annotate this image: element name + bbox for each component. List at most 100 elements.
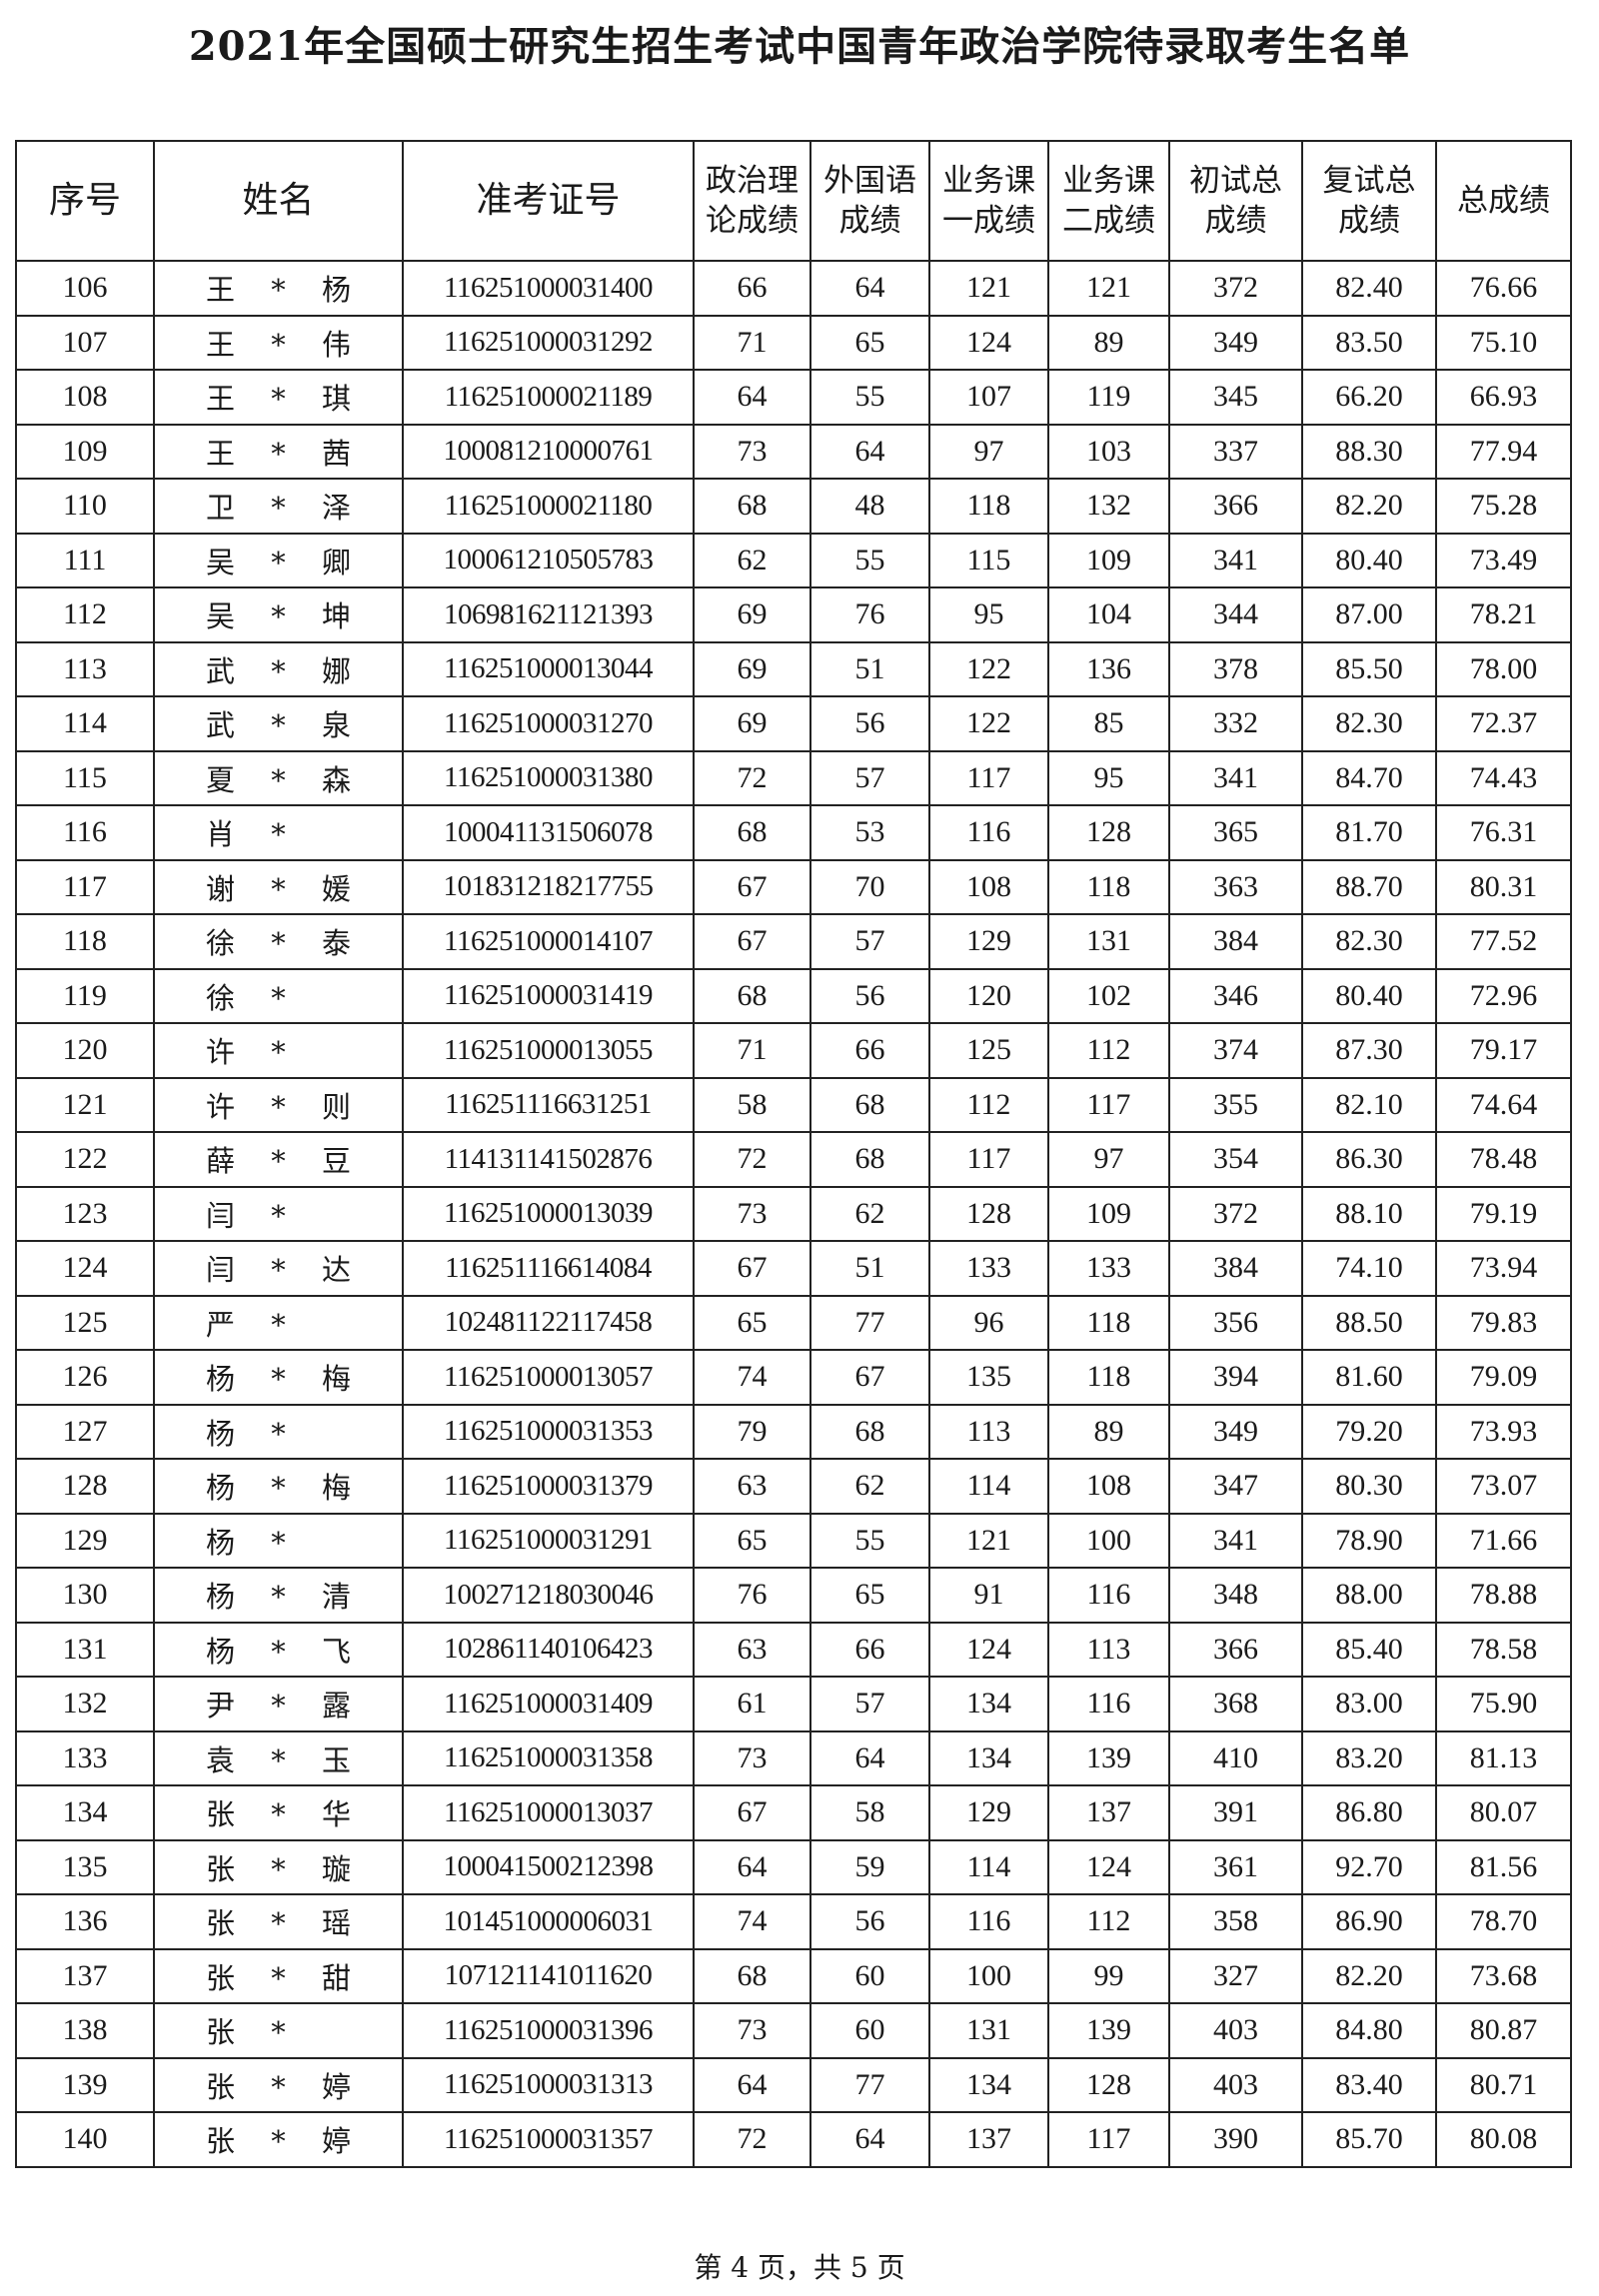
cell-retest-total: 83.40 [1301, 2056, 1437, 2113]
header-label: 总成绩 [1456, 183, 1550, 219]
cell-serial: 116 [15, 804, 155, 861]
table-header-row: 序号 姓名 准考证号 政治理论成绩 外国语成绩 业务课一成绩 业务课二成绩 初试总成绩 复试总成… [15, 140, 1572, 262]
name-char: * [271, 708, 286, 743]
cell-prelim-total: 337 [1168, 423, 1303, 480]
header-label: 政治理论成绩 [705, 163, 799, 239]
cell-prelim-total: 363 [1168, 858, 1303, 915]
page-title: 2021年全国硕士研究生招生考试中国青年政治学院待录取考生名单 [188, 23, 1411, 70]
table-row: 137 张 * 甜 107121141011620 68 60 100 99 327 82.20 73… [15, 1947, 1572, 2004]
name-char: * [271, 273, 286, 308]
cell-subject-2: 116 [1047, 1676, 1170, 1732]
cell-final-total: 80.87 [1435, 2002, 1572, 2059]
cell-serial: 125 [15, 1294, 155, 1351]
name-char: 武 [205, 653, 235, 688]
header-final-total: 总成绩 [1435, 140, 1572, 262]
cell-retest-total: 86.30 [1301, 1131, 1437, 1188]
cell-final-total: 76.66 [1435, 260, 1572, 317]
cell-subject-2: 112 [1047, 1022, 1170, 1079]
name-char: 杨 [321, 273, 351, 308]
cell-name: 尹 * 露 [153, 1676, 404, 1732]
name-text: 闫 * 达 [192, 1247, 366, 1289]
cell-name: 王 * 杨 [153, 260, 404, 317]
cell-politics: 68 [693, 804, 811, 861]
name-text: 杨 * 梅 [192, 1356, 366, 1398]
cell-prelim-total: 356 [1168, 1294, 1303, 1351]
cell-subject-1: 118 [928, 478, 1049, 535]
cell-final-total: 77.94 [1435, 423, 1572, 480]
cell-subject-2: 99 [1047, 1947, 1170, 2004]
table-row: 140 张 * 婷 116251000031357 72 64 137 117 390 85.70 8… [15, 2111, 1572, 2168]
name-char: 豆 [321, 1144, 351, 1179]
cell-name: 王 * 伟 [153, 314, 404, 371]
cell-politics: 74 [693, 1893, 811, 1950]
cell-name: 张 * 婷 [153, 2111, 404, 2168]
table-row: 123 闫 * 116251000013039 73 62 128 109 372 88.10 79… [15, 1185, 1572, 1242]
cell-politics: 65 [693, 1294, 811, 1351]
table-row: 113 武 * 娜 116251000013044 69 51 122 136 378 85.50 7… [15, 640, 1572, 697]
cell-final-total: 80.71 [1435, 2056, 1572, 2113]
cell-prelim-total: 349 [1168, 314, 1303, 371]
name-char: * [271, 1634, 286, 1669]
cell-subject-1: 134 [928, 1676, 1049, 1732]
cell-politics: 73 [693, 2002, 811, 2059]
cell-foreign-language: 64 [809, 1729, 930, 1786]
cell-exam-id: 116251000031380 [402, 749, 695, 806]
table-row: 126 杨 * 梅 116251000013057 74 67 135 118 394 81.60 7… [15, 1349, 1572, 1406]
cell-subject-1: 134 [928, 1729, 1049, 1786]
cell-final-total: 76.31 [1435, 804, 1572, 861]
cell-exam-id: 116251000014107 [402, 913, 695, 970]
cell-exam-id: 102481122117458 [402, 1294, 695, 1351]
cell-final-total: 78.48 [1435, 1131, 1572, 1188]
cell-final-total: 74.43 [1435, 749, 1572, 806]
name-char: 杨 [205, 1471, 235, 1506]
name-char: * [271, 545, 286, 579]
cell-serial: 114 [15, 695, 155, 752]
name-char: 杨 [205, 1525, 235, 1560]
cell-exam-id: 116251000013037 [402, 1784, 695, 1841]
cell-final-total: 66.93 [1435, 369, 1572, 426]
cell-serial: 106 [15, 260, 155, 317]
cell-foreign-language: 76 [809, 586, 930, 643]
cell-subject-2: 118 [1047, 1349, 1170, 1406]
cell-exam-id: 116251000031357 [402, 2111, 695, 2168]
cell-prelim-total: 358 [1168, 1893, 1303, 1950]
cell-retest-total: 79.20 [1301, 1403, 1437, 1460]
table-row: 116 肖 * 100041131506078 68 53 116 128 365 81.70 76… [15, 804, 1572, 861]
cell-politics: 64 [693, 2056, 811, 2113]
header-label: 序号 [48, 180, 121, 221]
cell-subject-1: 100 [928, 1947, 1049, 2004]
name-text: 尹 * 露 [192, 1683, 366, 1724]
table-row: 111 吴 * 卿 100061210505783 62 55 115 109 341 80.40 7… [15, 532, 1572, 588]
cell-final-total: 72.96 [1435, 967, 1572, 1024]
header-label: 外国语成绩 [822, 163, 916, 239]
cell-exam-id: 116251000031409 [402, 1676, 695, 1732]
cell-subject-2: 139 [1047, 1729, 1170, 1786]
name-char: 杨 [205, 1362, 235, 1397]
cell-subject-2: 95 [1047, 749, 1170, 806]
name-char: * [271, 2069, 286, 2104]
cell-serial: 109 [15, 423, 155, 480]
cell-foreign-language: 65 [809, 314, 930, 371]
cell-retest-total: 83.50 [1301, 314, 1437, 371]
cell-subject-1: 107 [928, 369, 1049, 426]
cell-subject-1: 117 [928, 749, 1049, 806]
cell-subject-2: 119 [1047, 369, 1170, 426]
cell-foreign-language: 60 [809, 2002, 930, 2059]
name-char: 璇 [321, 1851, 351, 1886]
name-text: 严 * [192, 1302, 366, 1344]
name-text: 张 * 婷 [192, 2064, 366, 2106]
cell-exam-id: 114131141502876 [402, 1131, 695, 1188]
cell-final-total: 75.10 [1435, 314, 1572, 371]
cell-exam-id: 101451000006031 [402, 1893, 695, 1950]
cell-retest-total: 82.20 [1301, 478, 1437, 535]
name-text: 武 * 泉 [192, 702, 366, 744]
name-char: 王 [205, 382, 235, 417]
cell-serial: 138 [15, 2002, 155, 2059]
name-text: 王 * 杨 [192, 267, 366, 309]
cell-name: 张 * 甜 [153, 1947, 404, 2004]
cell-politics: 74 [693, 1349, 811, 1406]
cell-subject-2: 116 [1047, 1567, 1170, 1624]
name-text: 武 * 娜 [192, 648, 366, 690]
name-char: * [271, 871, 286, 906]
cell-exam-id: 116251000013055 [402, 1022, 695, 1079]
